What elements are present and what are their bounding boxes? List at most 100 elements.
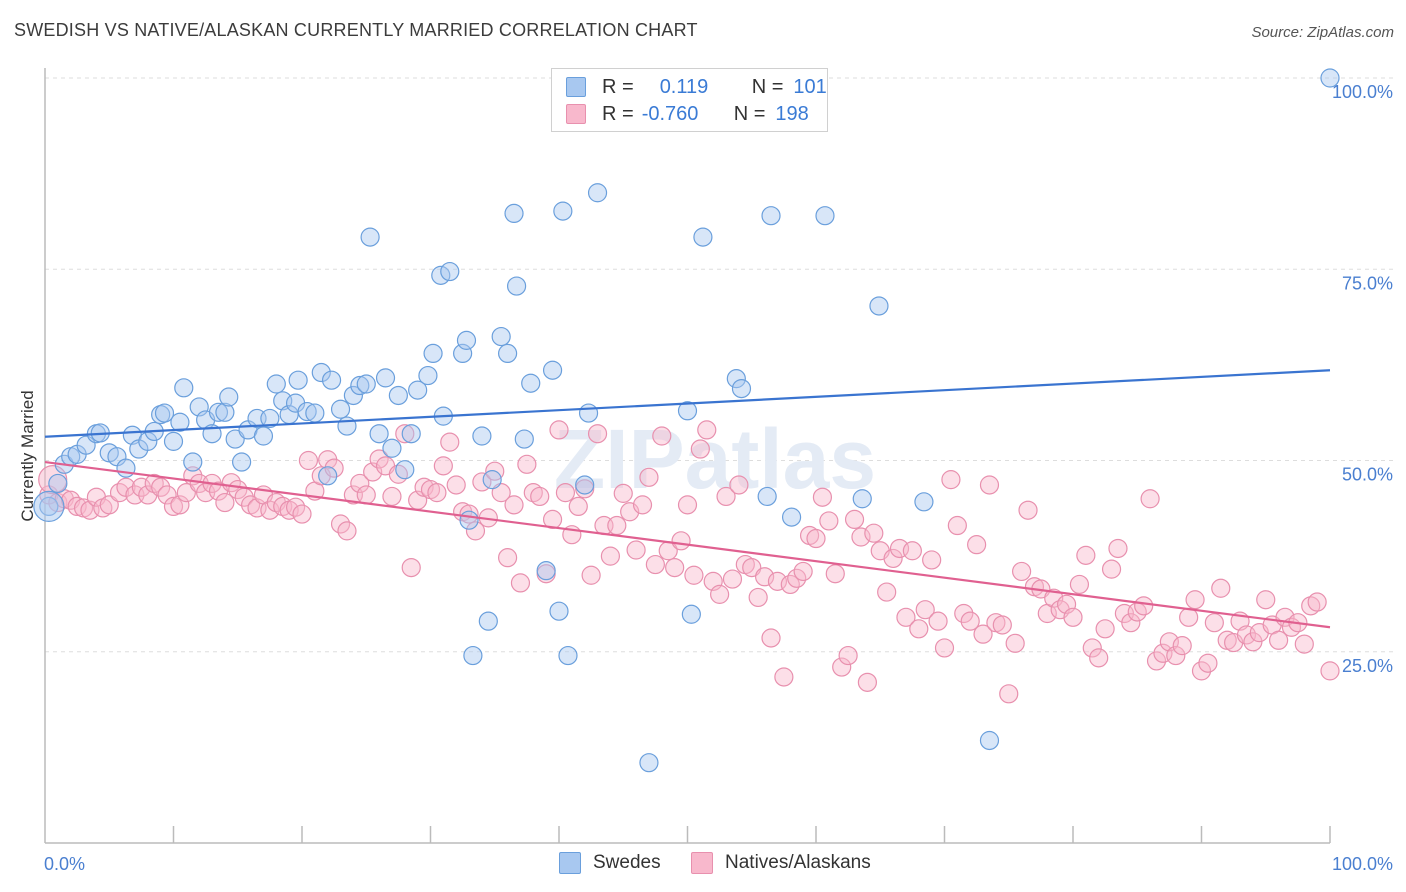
data-point [883, 548, 903, 569]
data-point [266, 374, 286, 394]
data-point [1166, 645, 1186, 666]
y-tick-label: 50.0% [1342, 465, 1393, 485]
x-tick-label: 0.0% [44, 854, 85, 874]
data-point [1256, 590, 1276, 610]
data-point [510, 573, 531, 593]
data-point [427, 483, 447, 503]
data-point [324, 458, 344, 478]
data-point [395, 424, 415, 444]
data-point [401, 557, 421, 578]
data-point [478, 611, 498, 631]
x-tick-label: 100.0% [1332, 854, 1393, 874]
data-point [109, 483, 130, 503]
data-point [812, 487, 833, 507]
data-point [954, 603, 974, 624]
data-point [440, 261, 460, 282]
data-point [311, 362, 331, 383]
data-point [915, 600, 935, 620]
data-point [506, 276, 527, 296]
natives-swatch [566, 104, 586, 124]
data-point [446, 475, 466, 495]
data-point [1140, 489, 1160, 509]
data-point [844, 509, 865, 530]
data-point [684, 565, 704, 585]
data-point [1011, 561, 1032, 582]
data-point [1294, 634, 1314, 654]
data-point [690, 439, 710, 459]
data-point [154, 403, 175, 423]
data-point [979, 730, 1000, 751]
data-point [1320, 68, 1340, 88]
chart-title: SWEDISH VS NATIVE/ALASKAN CURRENTLY MARR… [14, 20, 698, 40]
data-point [722, 569, 743, 589]
data-point [1146, 651, 1167, 671]
data-point [343, 385, 363, 406]
data-point [356, 374, 376, 394]
r-value: -0.760 [641, 102, 699, 125]
data-point [1320, 661, 1340, 681]
trend-lines [44, 369, 1331, 629]
data-point [832, 657, 852, 677]
data-point [973, 624, 993, 644]
data-point [395, 460, 415, 480]
data-point [498, 343, 518, 363]
data-point [530, 486, 550, 507]
data-point [504, 203, 524, 224]
data-point [318, 466, 338, 486]
data-point [232, 452, 252, 472]
data-point [553, 201, 573, 221]
data-point [170, 412, 190, 432]
data-point [215, 402, 235, 422]
data-point [1198, 653, 1218, 673]
bottom-legend-natives: Natives/Alaskans [691, 852, 871, 874]
data-point [382, 438, 402, 458]
data-point [558, 645, 578, 666]
data-point [1172, 636, 1192, 656]
data-point [463, 645, 483, 666]
data-point [382, 486, 402, 507]
data-point [1185, 590, 1205, 610]
data-point [677, 495, 698, 515]
data-point [549, 420, 569, 440]
data-point [934, 638, 955, 658]
data-point [793, 561, 813, 582]
data-point [806, 528, 826, 549]
data-point [1069, 574, 1090, 595]
data-point [869, 296, 889, 316]
data-point [292, 504, 312, 524]
data-point [423, 343, 443, 363]
data-point [1076, 545, 1096, 565]
data-point [151, 477, 171, 497]
data-point [305, 403, 325, 423]
data-point [260, 500, 280, 520]
data-point [967, 535, 987, 555]
data-point [947, 515, 967, 536]
data-point [851, 527, 871, 547]
data-point [208, 402, 229, 422]
data-point [819, 511, 839, 531]
data-point [555, 483, 576, 503]
data-point [1179, 607, 1199, 627]
data-point [215, 492, 235, 513]
data-point [369, 424, 389, 444]
data-point [288, 370, 308, 390]
data-point [693, 227, 713, 247]
data-point [781, 507, 802, 527]
data-point [626, 540, 646, 560]
data-point [491, 326, 511, 347]
data-point [1204, 613, 1224, 633]
data-point [999, 684, 1019, 704]
data-point [1307, 592, 1327, 612]
r-label: R = [602, 102, 634, 125]
data-point [459, 504, 479, 524]
natives-legend-label: Natives/Alaskans [725, 852, 871, 873]
data-point [375, 368, 396, 388]
data-point [1211, 578, 1231, 598]
data-point [677, 401, 698, 421]
data-point [157, 485, 177, 505]
data-point [902, 541, 922, 561]
data-point [575, 475, 595, 495]
data-point [1108, 538, 1128, 559]
swedes-swatch [566, 77, 586, 97]
data-point [131, 477, 151, 497]
